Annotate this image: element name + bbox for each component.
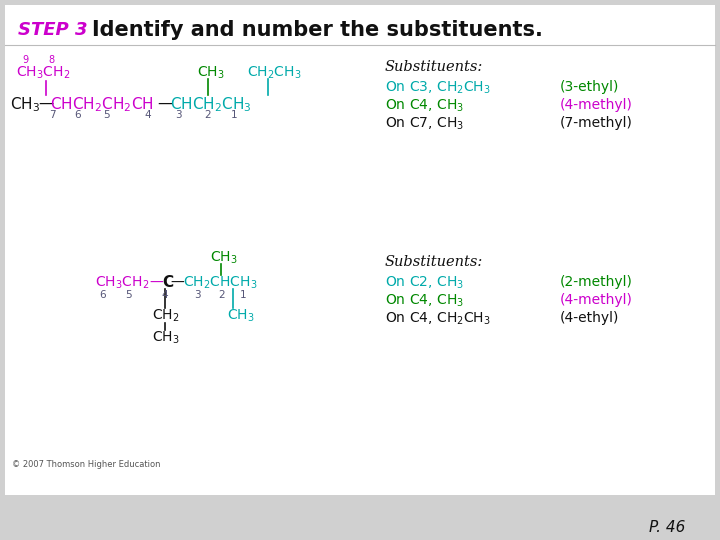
Text: 9: 9 <box>22 55 28 65</box>
Text: CH$_3$: CH$_3$ <box>152 330 179 346</box>
Text: 1: 1 <box>230 110 238 120</box>
Text: —: — <box>170 276 184 290</box>
Text: CH$_3$: CH$_3$ <box>197 65 225 82</box>
Text: (2-methyl): (2-methyl) <box>560 275 633 289</box>
Text: (4-methyl): (4-methyl) <box>560 293 633 307</box>
Text: 2: 2 <box>204 110 211 120</box>
Text: STEP 3: STEP 3 <box>18 21 88 39</box>
Text: 5: 5 <box>125 290 131 300</box>
Text: Substituents:: Substituents: <box>385 60 483 74</box>
Text: (4-methyl): (4-methyl) <box>560 98 633 112</box>
Text: 6: 6 <box>99 290 107 300</box>
Text: On C4, CH$_2$CH$_3$: On C4, CH$_2$CH$_3$ <box>385 311 491 327</box>
Text: CH$_3$: CH$_3$ <box>10 95 40 114</box>
Text: 1: 1 <box>240 290 246 300</box>
Text: CHCH$_2$CH$_2$CH: CHCH$_2$CH$_2$CH <box>50 95 154 114</box>
Text: —: — <box>149 276 163 290</box>
Text: 3: 3 <box>175 110 181 120</box>
Text: (7-methyl): (7-methyl) <box>560 116 633 130</box>
Text: P. 46: P. 46 <box>649 520 685 535</box>
Text: 7: 7 <box>49 110 55 120</box>
Text: C: C <box>162 275 173 290</box>
Text: On C3, CH$_2$CH$_3$: On C3, CH$_2$CH$_3$ <box>385 80 491 97</box>
Text: On C4, CH$_3$: On C4, CH$_3$ <box>385 98 464 114</box>
Text: CH$_2$CHCH$_3$: CH$_2$CHCH$_3$ <box>183 275 258 292</box>
Text: CH$_3$CH$_2$: CH$_3$CH$_2$ <box>95 275 149 292</box>
Text: 8: 8 <box>48 55 54 65</box>
Text: CH$_2$CH$_3$: CH$_2$CH$_3$ <box>247 65 302 82</box>
Text: CH$_3$CH$_2$: CH$_3$CH$_2$ <box>16 65 71 82</box>
Text: 4: 4 <box>145 110 151 120</box>
Text: Identify and number the substituents.: Identify and number the substituents. <box>92 20 543 40</box>
Text: On C2, CH$_3$: On C2, CH$_3$ <box>385 275 464 292</box>
Text: © 2007 Thomson Higher Education: © 2007 Thomson Higher Education <box>12 460 161 469</box>
Text: On C4, CH$_3$: On C4, CH$_3$ <box>385 293 464 309</box>
Text: CH$_3$: CH$_3$ <box>227 308 255 325</box>
FancyBboxPatch shape <box>5 5 715 495</box>
Text: 6: 6 <box>75 110 81 120</box>
Text: 5: 5 <box>104 110 110 120</box>
Text: On C7, CH$_3$: On C7, CH$_3$ <box>385 116 464 132</box>
Text: CH$_3$: CH$_3$ <box>210 250 238 266</box>
Text: 4: 4 <box>162 290 168 300</box>
Text: —: — <box>38 96 53 111</box>
Text: (4-ethyl): (4-ethyl) <box>560 311 619 325</box>
Text: (3-ethyl): (3-ethyl) <box>560 80 619 94</box>
Text: CH$_2$: CH$_2$ <box>152 308 179 325</box>
Text: —: — <box>157 96 172 111</box>
Text: CHCH$_2$CH$_3$: CHCH$_2$CH$_3$ <box>170 95 252 114</box>
Text: 2: 2 <box>219 290 225 300</box>
Text: 3: 3 <box>194 290 200 300</box>
Text: Substituents:: Substituents: <box>385 255 483 269</box>
